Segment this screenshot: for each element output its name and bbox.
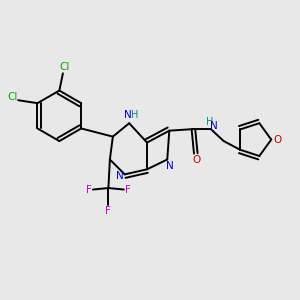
Text: H: H bbox=[206, 117, 213, 127]
Text: F: F bbox=[86, 184, 92, 194]
Text: N: N bbox=[210, 121, 218, 131]
Text: Cl: Cl bbox=[8, 92, 18, 102]
Text: Cl: Cl bbox=[59, 62, 70, 72]
Text: N: N bbox=[124, 110, 132, 120]
Text: F: F bbox=[125, 184, 131, 194]
Text: N: N bbox=[116, 171, 123, 181]
Text: H: H bbox=[130, 110, 138, 120]
Text: N: N bbox=[166, 161, 174, 171]
Text: O: O bbox=[192, 154, 200, 164]
Text: F: F bbox=[106, 206, 111, 216]
Text: O: O bbox=[274, 135, 282, 145]
